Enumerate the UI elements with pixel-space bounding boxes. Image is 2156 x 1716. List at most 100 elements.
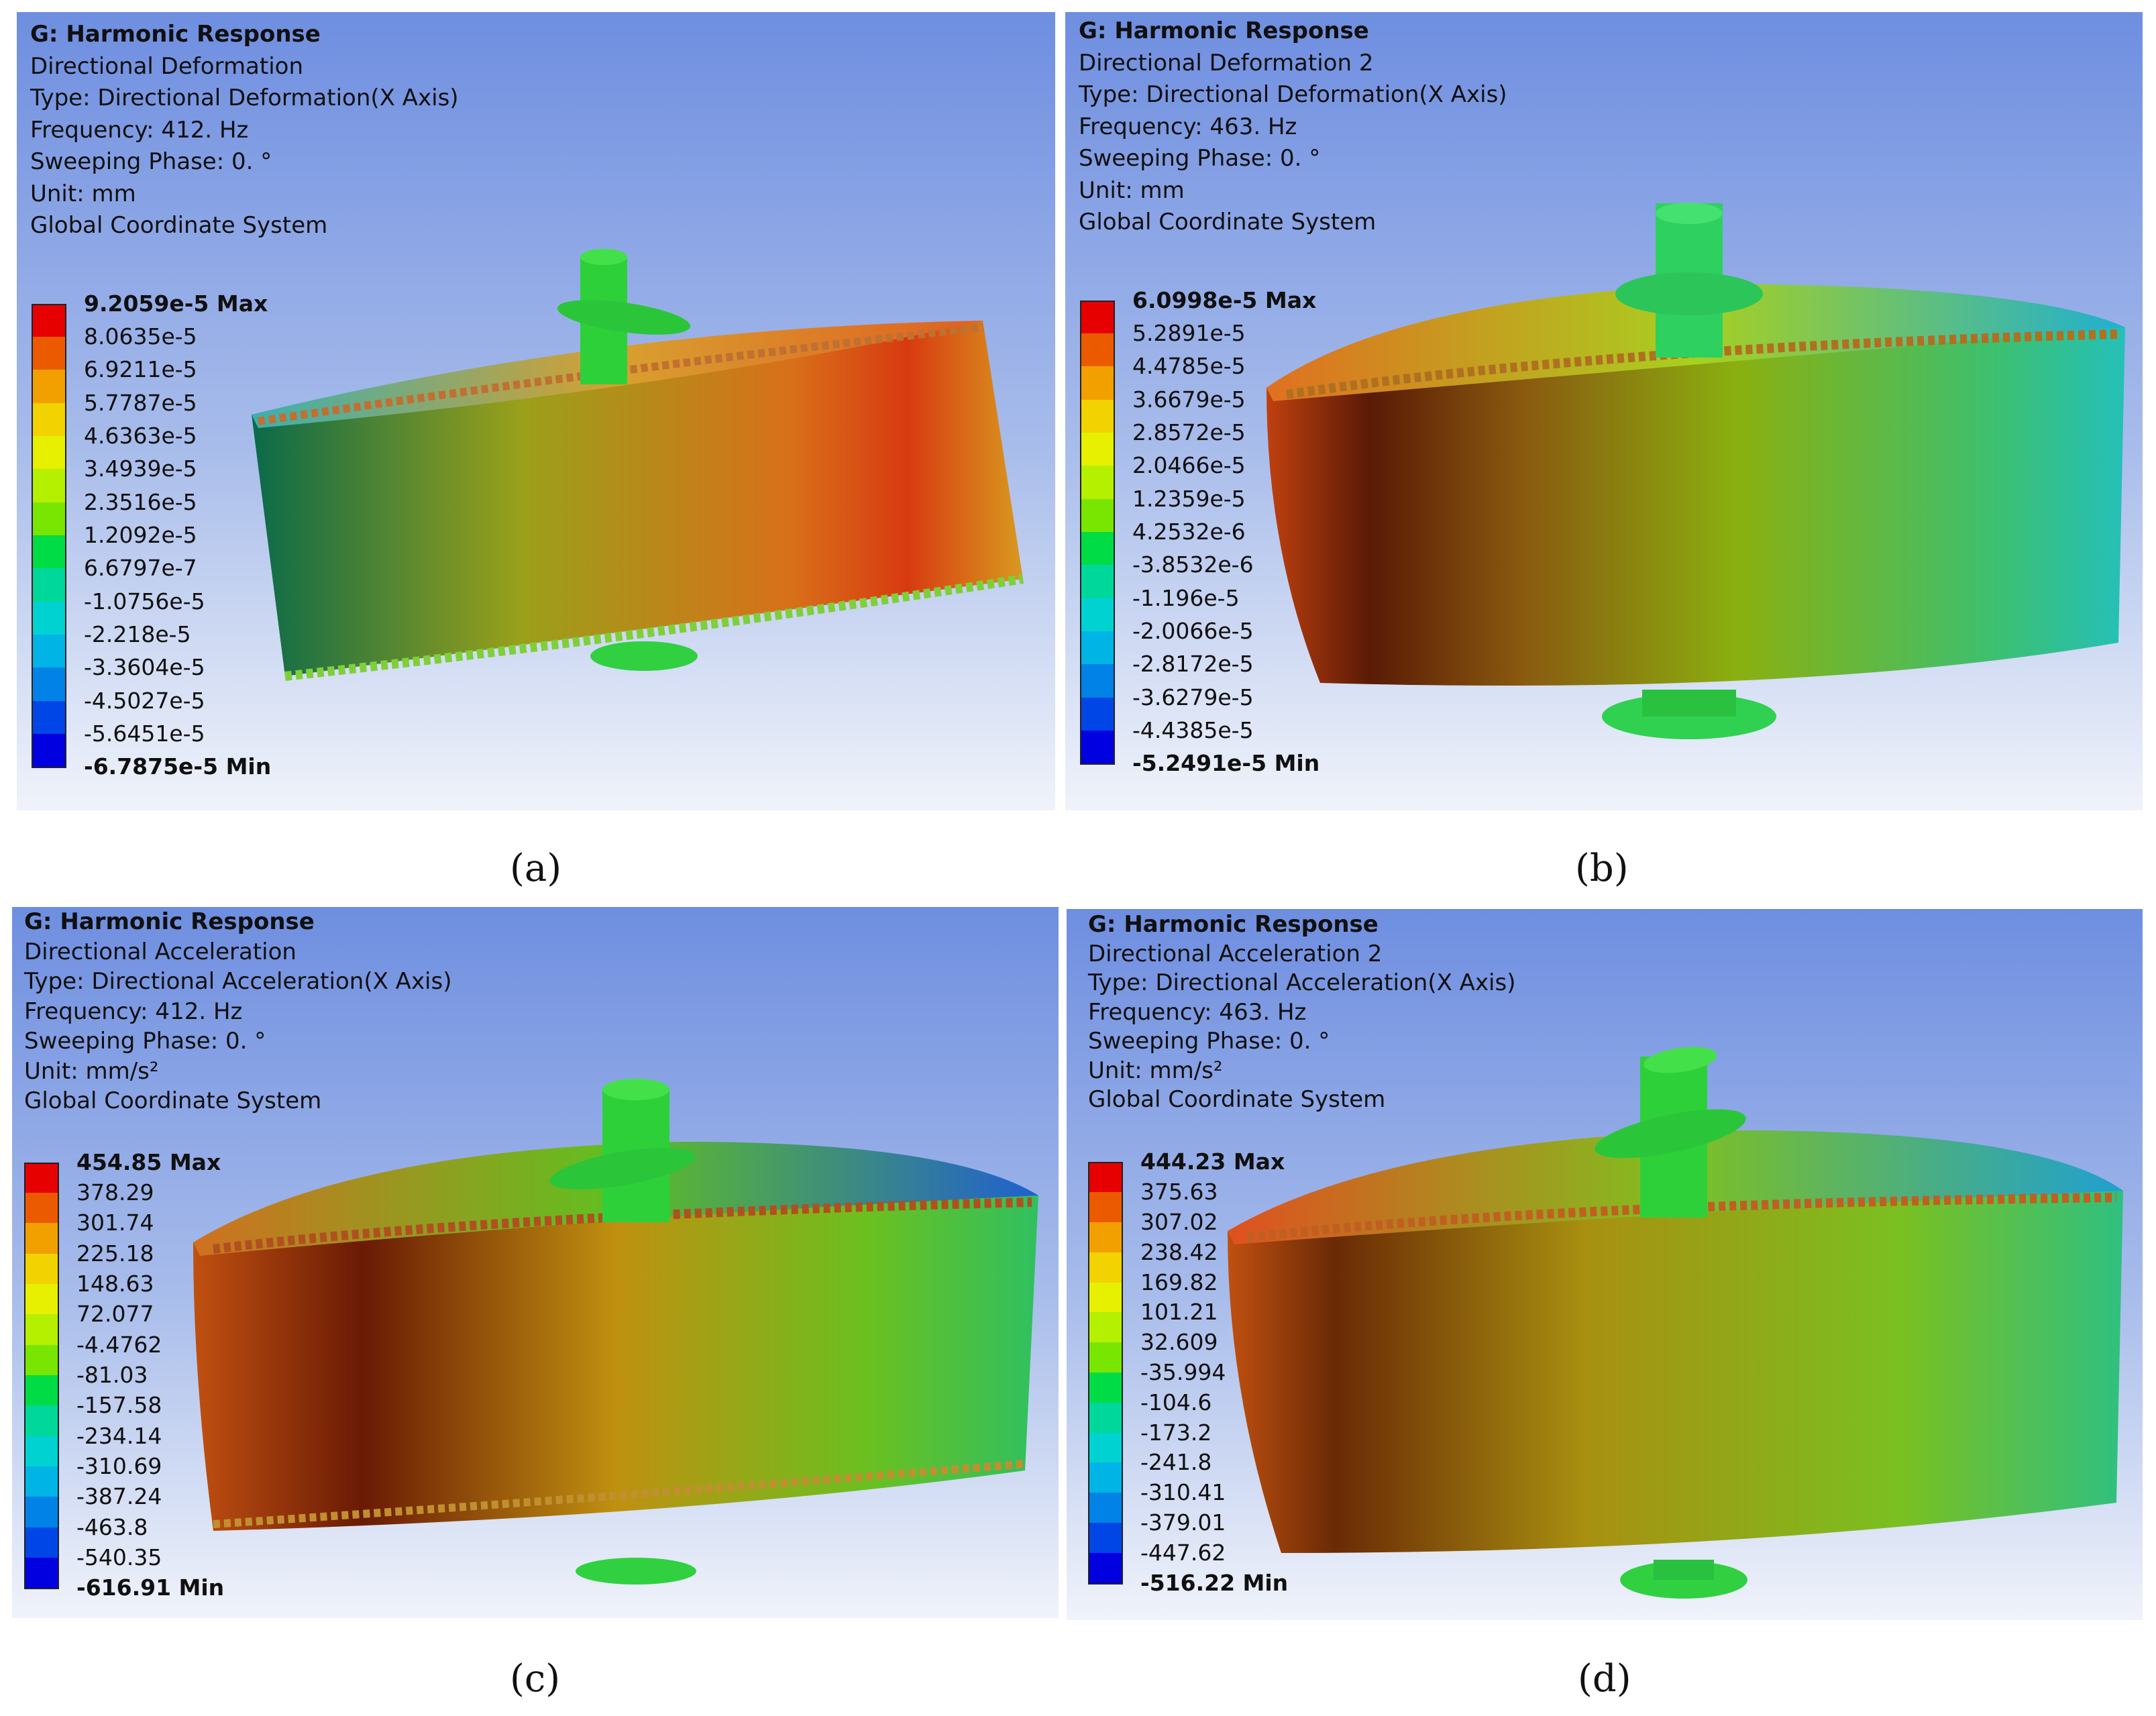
panel-b: G: Harmonic Response Directional Deforma… [1065,12,2143,810]
legend-swatch [1088,1222,1123,1252]
legend-label: -3.6279e-5 [1132,684,1254,710]
legend-swatch [1088,1282,1123,1313]
legend-label: -4.5027e-5 [84,687,205,714]
legend-label: -379.01 [1140,1509,1226,1536]
legend-label: -540.35 [76,1544,162,1570]
legend-swatch [24,1375,59,1406]
result-name: Directional Deformation 2 [1079,49,1374,76]
legend-swatch [24,1193,59,1224]
result-type: Type: Directional Deformation(X Axis) [30,85,459,111]
legend-swatch [1080,498,1115,532]
legend-swatch [1080,333,1115,367]
result-type: Type: Directional Deformation(X Axis) [1079,81,1507,108]
legend-label: 169.82 [1140,1269,1218,1295]
legend-swatch [24,1436,59,1466]
legend-label: -3.3604e-5 [84,654,205,681]
legend-max-label: 444.23 Max [1140,1148,1285,1175]
legend-label: 101.21 [1140,1299,1218,1326]
legend-label: -463.8 [76,1513,148,1540]
legend-max-label: 454.85 Max [76,1148,221,1175]
legend-swatch [32,635,66,668]
legend-swatch [32,502,66,535]
legend-swatch [1080,598,1115,631]
legend-label: 3.4939e-5 [84,455,197,482]
legend-swatch [1088,1493,1123,1523]
unit: Unit: mm [1079,176,1185,204]
legend-min-label: -6.7875e-5 Min [84,753,272,780]
frequency: Frequency: 412. Hz [24,998,243,1025]
legend-label: -234.14 [76,1422,162,1449]
legend-label: -104.6 [1140,1389,1212,1415]
legend-label: -2.8172e-5 [1132,651,1254,678]
legend-label: -387.24 [76,1483,162,1510]
panel-d: G: Harmonic Response Directional Acceler… [1067,909,2143,1620]
legend-swatch [1080,300,1115,335]
legend-min-label: -616.91 Min [76,1574,225,1601]
legend-label: -4.4385e-5 [1132,717,1254,743]
legend-swatch [1088,1252,1123,1283]
legend-label: -310.69 [76,1453,162,1479]
legend-swatch [1080,697,1115,731]
result-type: Type: Directional Acceleration(X Axis) [24,968,452,995]
legend-label: -3.8532e-6 [1132,551,1254,578]
legend-label: 72.077 [76,1301,154,1328]
legend-label: 5.7787e-5 [84,389,197,416]
legend-min-label: -516.22 Min [1140,1569,1289,1596]
legend-label: 4.6363e-5 [84,423,197,449]
legend-label: -35.994 [1140,1359,1226,1385]
info-block: G: Harmonic Response Directional Acceler… [24,907,451,1116]
legend-swatch [32,303,66,338]
legend-swatch [32,601,66,635]
legend-label: 8.0635e-5 [84,323,197,350]
legend-label: 4.4785e-5 [1132,353,1246,380]
frequency: Frequency: 463. Hz [1079,113,1297,140]
analysis-title: G: Harmonic Response [1079,17,1369,44]
legend-swatch [1080,466,1115,499]
coordinate-system: Global Coordinate System [24,1087,322,1114]
coordinate-system: Global Coordinate System [1079,209,1377,235]
legend-label: 148.63 [76,1271,154,1297]
legend-swatch [1080,565,1115,598]
legend-swatch [24,1253,59,1284]
legend-label: 378.29 [76,1179,154,1205]
info-block: G: Harmonic Response Directional Deforma… [1079,15,1507,239]
legend-label: -241.8 [1140,1449,1212,1476]
legend-label: 6.9211e-5 [84,356,197,383]
legend-swatch [32,667,66,701]
legend-swatch [32,337,66,370]
legend-label: 1.2359e-5 [1132,485,1246,512]
legend-swatch [24,1527,59,1558]
legend-label: 375.63 [1140,1179,1218,1205]
caption-c: (c) [510,1657,561,1701]
legend-swatch [24,1162,59,1194]
info-block: G: Harmonic Response Directional Deforma… [30,19,459,242]
panel-a: G: Harmonic Response Directional Deforma… [17,12,1055,810]
legend-swatch [32,700,66,734]
legend-swatch [1080,532,1115,566]
legend-label: -157.58 [76,1392,162,1419]
legend-label: -310.41 [1140,1479,1226,1506]
legend-swatch [32,734,66,769]
legend-label: 225.18 [76,1240,154,1267]
legend-swatch [1080,731,1115,765]
legend-label: 301.74 [76,1210,154,1236]
analysis-title: G: Harmonic Response [30,21,321,48]
result-name: Directional Acceleration [24,938,297,965]
legend-label: 2.3516e-5 [84,488,197,515]
legend-min-label: -5.2491e-5 Min [1132,750,1320,777]
legend-label: 32.609 [1140,1329,1218,1356]
legend-label: -1.196e-5 [1132,584,1240,611]
color-legend: 9.2059e-5 Max 8.0635e-5 6.9211e-5 5.7787e-5… [32,287,300,784]
legend-swatch [32,535,66,569]
frequency: Frequency: 463. Hz [1088,998,1307,1026]
legend-swatch [1080,366,1115,400]
frequency: Frequency: 412. Hz [30,116,249,144]
result-type: Type: Directional Acceleration(X Axis) [1088,969,1516,996]
legend-label: 238.42 [1140,1238,1218,1265]
caption-d: (d) [1578,1657,1631,1701]
legend-swatch [1088,1312,1123,1343]
wheel-model-b [1266,203,2125,739]
color-legend: 6.0998e-5 Max 5.2891e-5 4.4785e-5 3.6679e-5… [1080,284,1348,780]
color-legend: 444.23 Max 375.63 307.02 238.42 169.82 101.21… [1088,1147,1356,1598]
legend-swatch [24,1558,59,1590]
